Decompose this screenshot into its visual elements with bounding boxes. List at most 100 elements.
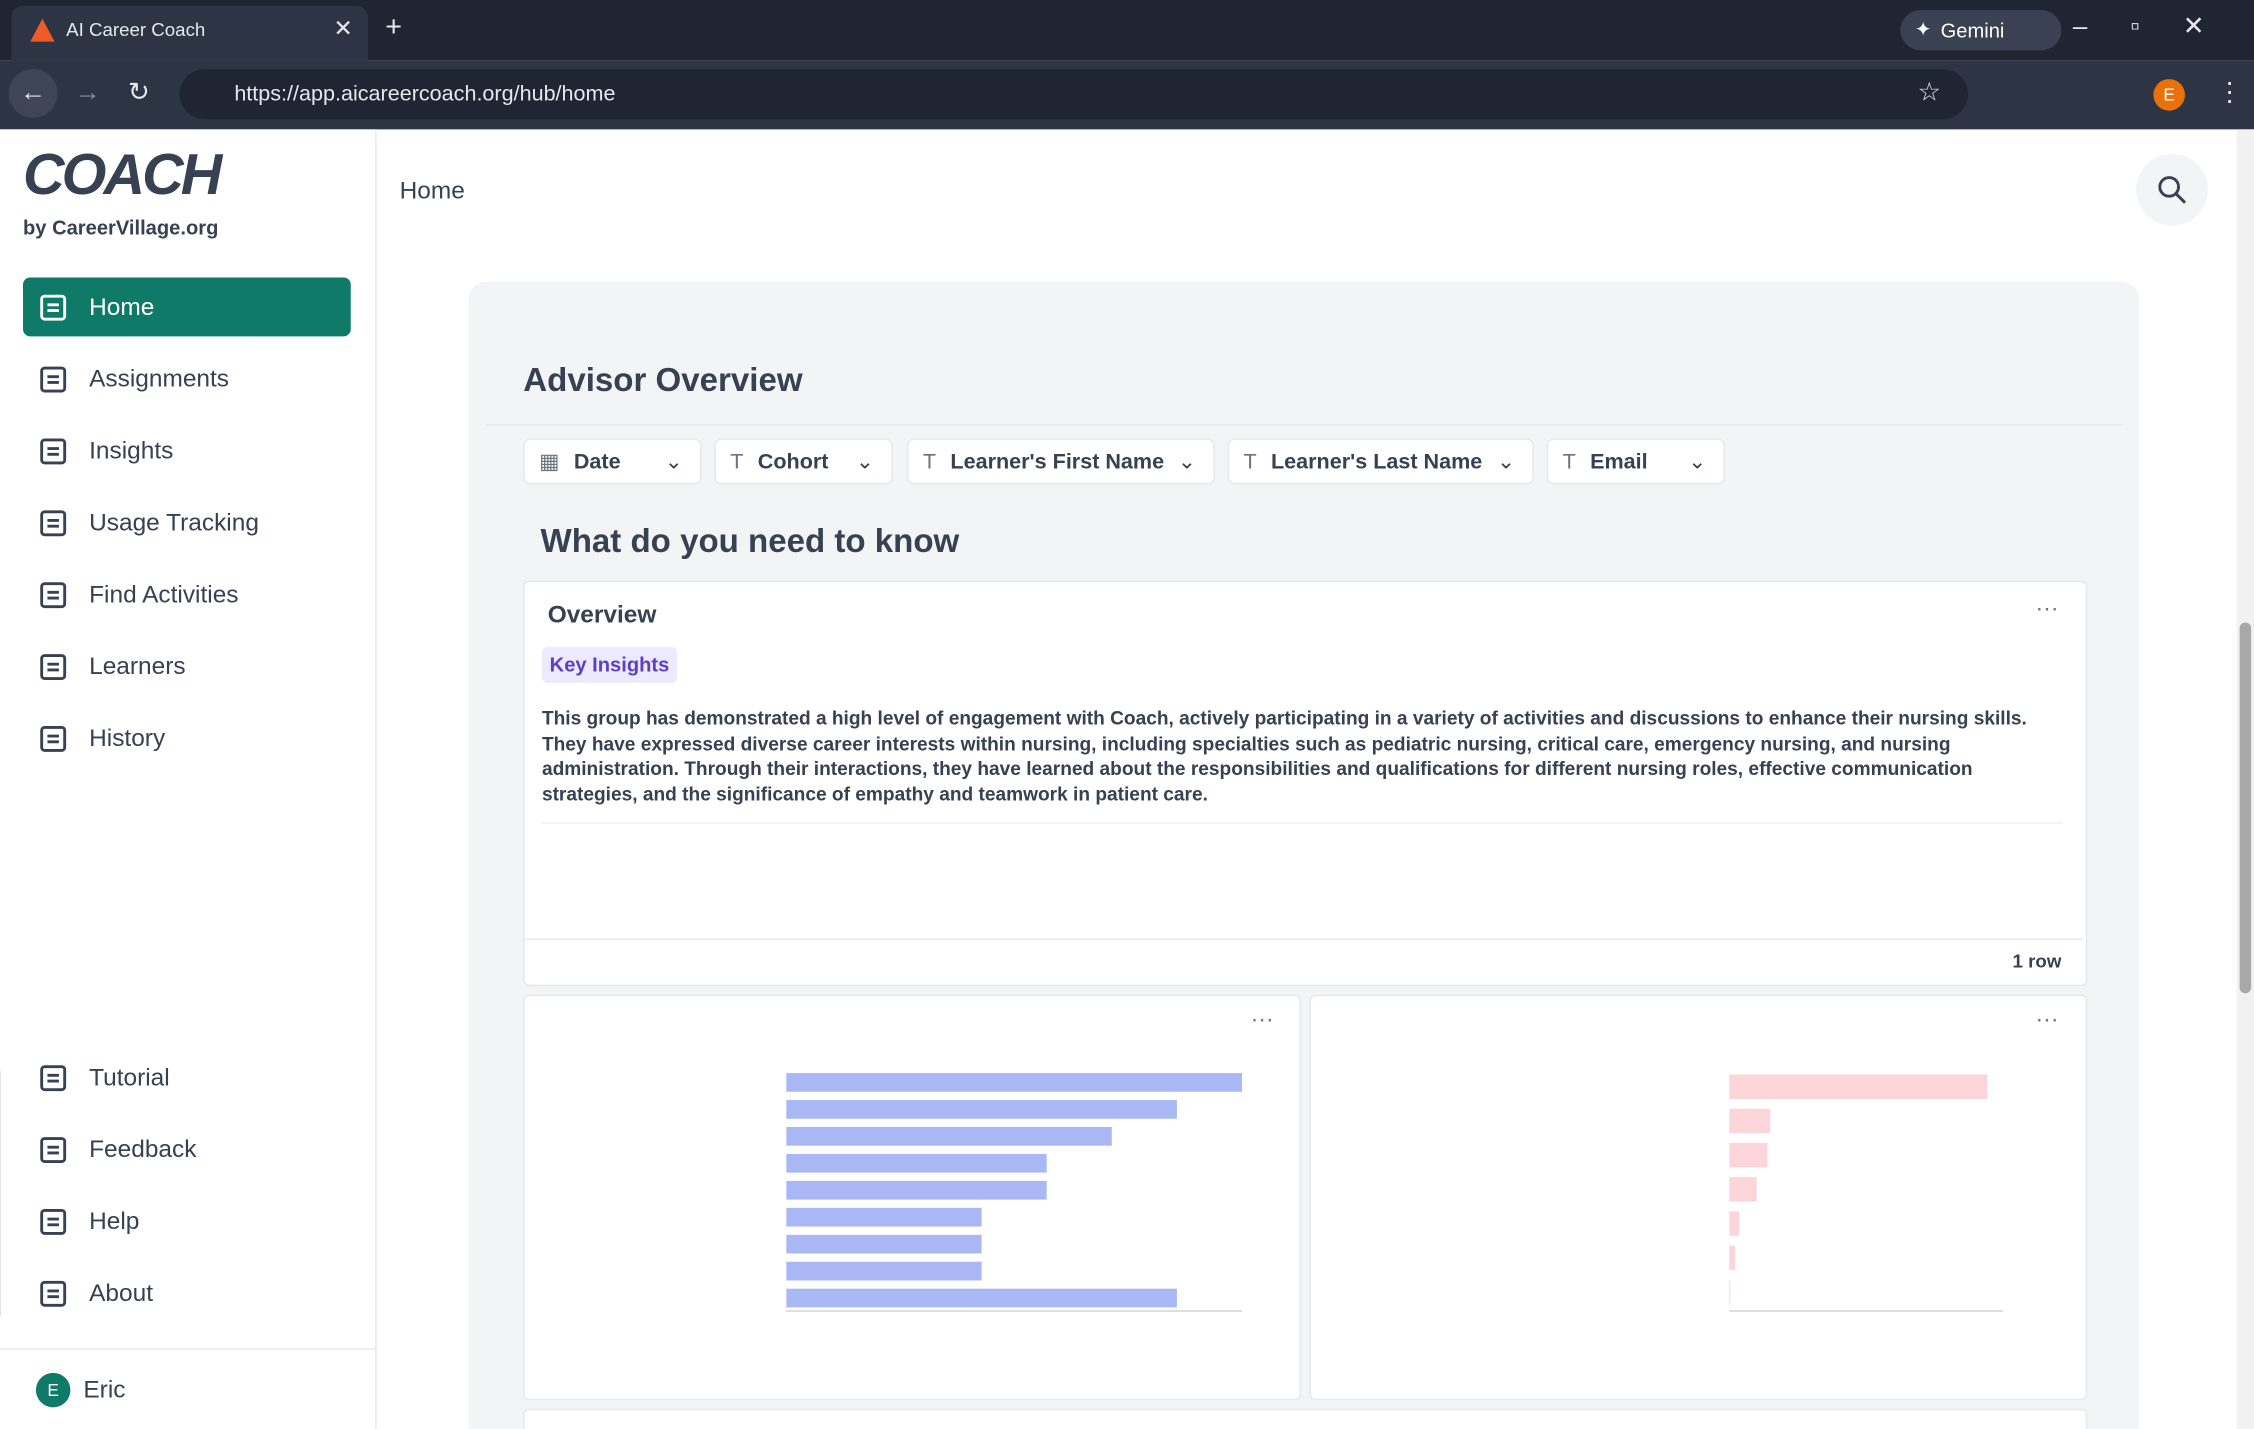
nav-item[interactable]: Feedback (23, 1120, 351, 1179)
nav-icon (40, 293, 67, 320)
chevron: ⌄ (1177, 449, 1196, 475)
bar (1729, 1177, 1757, 1202)
nav-label: Help (89, 1206, 140, 1235)
bar (1729, 1279, 1731, 1305)
nav-label: Home (89, 292, 155, 320)
bookmark-star[interactable]: ☆ (1917, 77, 1941, 107)
nav-item[interactable]: Home (23, 277, 351, 337)
nav-item[interactable]: About (23, 1264, 351, 1323)
nav-item[interactable]: Insights (23, 421, 351, 480)
filter-icon: T (1562, 449, 1576, 474)
reload-button[interactable]: ↻ (127, 77, 150, 107)
bar (786, 1100, 1177, 1119)
nav-item[interactable]: Find Activities (23, 565, 351, 624)
insight-text: This group has demonstrated a high level… (541, 707, 2027, 806)
filter-label: Email (1590, 449, 1648, 474)
nav-icon (40, 1208, 67, 1235)
forward-button[interactable]: → (74, 77, 101, 107)
overview-card (523, 580, 2088, 987)
nav-item[interactable]: Usage Tracking (23, 493, 351, 552)
address-bar[interactable] (179, 69, 1968, 120)
nav-icon (40, 653, 67, 680)
chevron: ⌄ (1497, 449, 1516, 475)
bar (786, 1288, 1177, 1308)
row-count: 1 row (2012, 950, 2062, 972)
nav-label: History (89, 723, 166, 752)
tab[interactable] (11, 5, 368, 61)
nav-label: Find Activities (89, 580, 239, 608)
bar (786, 1073, 1242, 1092)
filter-dropdown[interactable]: T Cohort ⌄ (714, 438, 893, 485)
scrollbar-thumb[interactable] (2239, 622, 2252, 994)
nav-icon (40, 1280, 67, 1306)
nav-item[interactable]: Learners (23, 637, 351, 696)
bar (786, 1234, 982, 1254)
divider (485, 424, 2122, 426)
logo: COACH (23, 143, 222, 207)
chevron: ⌄ (855, 449, 874, 475)
chevron: ⌄ (664, 449, 683, 475)
bar (786, 1261, 982, 1281)
nav-icon (40, 581, 67, 608)
nav-icon (40, 437, 67, 464)
search-icon (2158, 176, 2187, 204)
bar (1729, 1211, 1740, 1236)
nav-item[interactable]: Tutorial (23, 1048, 351, 1107)
gemini-label: Gemini (1940, 18, 2005, 42)
nav-icon (40, 725, 67, 752)
nav-label: Learners (89, 651, 186, 680)
back-button[interactable] (8, 69, 58, 118)
new-tab[interactable]: + (385, 11, 403, 44)
bar (1729, 1245, 1736, 1271)
profile-avatar[interactable]: E (2153, 79, 2185, 111)
dashboard-title: Advisor Overview (523, 360, 803, 399)
bar (786, 1207, 982, 1227)
nav-icon (40, 1064, 67, 1091)
filter-label: Cohort (757, 449, 829, 474)
bar (1729, 1074, 1988, 1099)
tab-close[interactable]: ✕ (333, 17, 353, 42)
sidebar (0, 129, 377, 1429)
filter-dropdown[interactable]: T Learner's Last Name ⌄ (1227, 438, 1534, 485)
gemini-button[interactable] (1900, 10, 2062, 51)
user-name[interactable]: Eric (83, 1375, 126, 1403)
nav-item[interactable]: Help (23, 1192, 351, 1251)
filter-icon: T (1243, 449, 1257, 474)
bar (1729, 1142, 1768, 1168)
gemini-icon: ✦ (1914, 17, 1932, 41)
filter-label: Learner's Last Name (1270, 449, 1483, 474)
filter-icon: ▦ (539, 449, 560, 475)
user-avatar[interactable]: E (35, 1372, 71, 1408)
nav-label: Insights (89, 436, 174, 464)
divider (541, 822, 2063, 824)
filter-dropdown[interactable]: ▦ Date ⌄ (523, 438, 702, 485)
filter-icon: T (922, 449, 937, 474)
chart-card (523, 1408, 2088, 1429)
chart-card (1309, 994, 2088, 1401)
insight-tag: Key Insights (541, 646, 678, 683)
card-title: Overview (547, 600, 657, 629)
filter-dropdown[interactable]: T Learner's First Name ⌄ (907, 438, 1215, 485)
window-controls[interactable]: –▫✕ (2072, 11, 2248, 41)
menu-button[interactable]: ⋮ (2216, 77, 2243, 107)
nav-icon (40, 509, 67, 536)
chevron: ⌄ (1688, 449, 1707, 475)
bar (786, 1180, 1047, 1200)
nav-icon (40, 365, 67, 392)
page-title: Home (399, 176, 465, 205)
card-menu[interactable]: ··· (1250, 1007, 1274, 1033)
nav-item[interactable]: History (23, 709, 351, 768)
card-menu[interactable]: ··· (2035, 1007, 2059, 1033)
section-title: What do you need to know (540, 521, 960, 560)
bar (1729, 1108, 1771, 1134)
nav-label: About (89, 1278, 154, 1306)
card-menu[interactable]: ··· (2035, 596, 2059, 621)
search-button[interactable] (2136, 153, 2208, 226)
url[interactable]: https://app.aicareercoach.org/hub/home (234, 81, 616, 107)
nav-item[interactable]: Assignments (23, 349, 351, 408)
tab-strip (0, 0, 2254, 61)
filter-dropdown[interactable]: T Email ⌄ (1546, 438, 1725, 485)
